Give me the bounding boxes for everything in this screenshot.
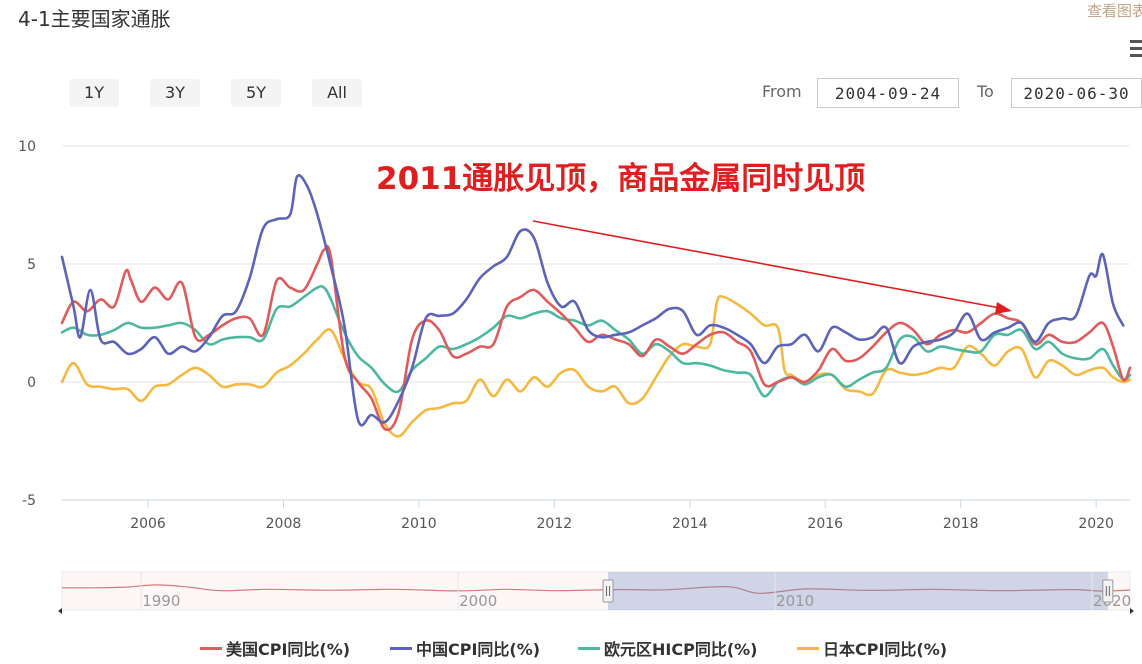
annotation-group: 2011通胀见顶，商品金属同时见顶 — [376, 161, 1012, 314]
x-tick-label-7: 2020 — [1078, 516, 1114, 532]
page-title: 4-1主要国家通胀 — [18, 7, 171, 31]
legend-swatch-us — [200, 647, 222, 650]
y-tick-label-2: 5 — [27, 257, 36, 273]
from-date-input[interactable]: 2004-09-24 — [817, 78, 959, 108]
x-tick-label-0: 2006 — [130, 516, 166, 532]
legend-label-eu: 欧元区HICP同比(%) — [604, 640, 758, 659]
x-tick-label-6: 2018 — [943, 516, 979, 532]
legend-label-cn: 中国CPI同比(%) — [416, 640, 541, 659]
hamburger-menu-icon[interactable] — [1130, 40, 1142, 62]
legend-item-us[interactable]: 美国CPI同比(%) — [200, 636, 350, 660]
legend-item-eu[interactable]: 欧元区HICP同比(%) — [578, 636, 757, 660]
legend-item-jp[interactable]: 日本CPI同比(%) — [797, 636, 947, 660]
drag-handle-icon[interactable] — [1102, 579, 1114, 603]
drag-handle-icon[interactable] — [602, 579, 614, 603]
legend-label-us: 美国CPI同比(%) — [226, 640, 351, 659]
x-tick-label-1: 2008 — [266, 516, 302, 532]
scroll-right-icon — [1130, 608, 1134, 614]
x-tick-label-2: 2010 — [401, 516, 437, 532]
y-tick-label-3: 10 — [18, 139, 36, 155]
legend-item-cn[interactable]: 中国CPI同比(%) — [390, 636, 540, 660]
range-button-1y[interactable]: 1Y — [69, 79, 119, 107]
legend-swatch-cn — [390, 647, 412, 650]
navigator-tick-label-0: 1990 — [142, 592, 180, 610]
range-button-3y[interactable]: 3Y — [150, 79, 200, 107]
annotation-arrowhead — [995, 302, 1012, 314]
y-tick-label-0: -5 — [22, 493, 36, 509]
navigator-series-line — [61, 584, 1131, 594]
range-button-5y[interactable]: 5Y — [231, 79, 281, 107]
x-tick-label-4: 2014 — [672, 516, 708, 532]
x-tick-label-3: 2012 — [537, 516, 573, 532]
navigator-tick-label-1: 2000 — [459, 592, 497, 610]
navigator: 1990200020102020 — [58, 571, 1134, 614]
x-axis: 2006 2008 2010 2012 2014 2016 2018 2020 — [62, 499, 1130, 532]
navigator-background — [61, 571, 1131, 611]
from-label: From — [762, 82, 802, 101]
series-line-cn — [60, 174, 1125, 427]
scroll-left-icon — [58, 608, 62, 614]
series-line-us — [60, 244, 1132, 432]
to-date-input[interactable]: 2020-06-30 — [1011, 78, 1142, 108]
navigator-tick-label-2: 2010 — [776, 592, 814, 610]
legend-swatch-eu — [578, 647, 600, 650]
handle-body-0 — [602, 579, 614, 603]
handle-body-1 — [1102, 579, 1114, 603]
annotation-arrow-line — [532, 220, 1001, 309]
series-line-eu — [60, 284, 1132, 398]
y-axis: -5 0 5 10 — [18, 139, 36, 509]
series-line-jp — [60, 294, 1132, 438]
legend-label-jp: 日本CPI同比(%) — [823, 640, 948, 659]
legend-swatch-jp — [797, 647, 819, 650]
y-tick-label-1: 0 — [27, 375, 36, 391]
series-lines — [60, 174, 1132, 438]
range-button-all[interactable]: All — [312, 79, 362, 107]
view-chart-link[interactable]: 查看图表 — [1087, 2, 1142, 20]
navigator-selection — [608, 572, 1108, 610]
to-label: To — [977, 82, 994, 101]
x-tick-label-5: 2016 — [807, 516, 843, 532]
annotation-text: 2011通胀见顶，商品金属同时见顶 — [376, 161, 865, 197]
